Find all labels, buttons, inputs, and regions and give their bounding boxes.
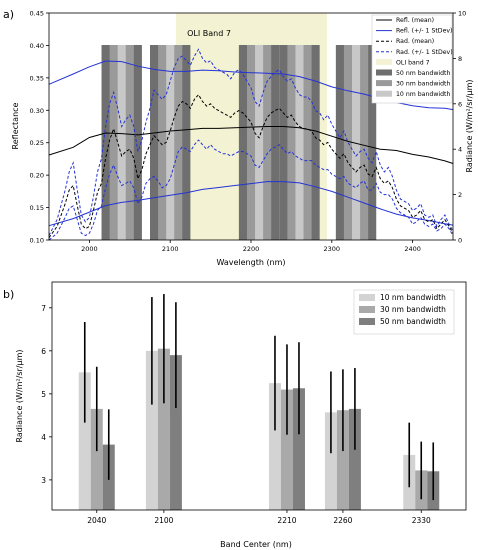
y-axis-label-right-a: Radiance (W/m²/sr/µm) (465, 80, 474, 173)
y-tick-label-a-3: 0.25 (30, 139, 44, 147)
legend-a-label-0: Refl. (mean) (396, 17, 434, 24)
band-2330-10nm (352, 45, 361, 240)
x-tick-label-b-2: 2210 (277, 516, 296, 525)
legend-a-label-7: 10 nm bandwidth (396, 91, 450, 98)
legend-a-swatch-6 (376, 80, 392, 87)
x-tick-label-a-2100: 2100 (162, 245, 179, 253)
series-line-3 (48, 93, 454, 238)
legend-a-swatch-4 (376, 58, 392, 65)
y-axis-label-b: Radiance (W/m²/sr/µm) (15, 350, 24, 443)
x-tick-label-b-0: 2040 (87, 516, 106, 525)
legend-a-label-5: 50 nm bandwidth (396, 70, 450, 77)
y-tick-label-a-0: 0.10 (30, 237, 44, 245)
x-tick-label-b-1: 2100 (154, 516, 173, 525)
band-2040-10nm (117, 45, 126, 240)
bar-2260-2 (348, 408, 361, 510)
chart-b: 2040 2100 2210 2260 2330 3 4 5 6 7 Band Center (n… (15, 281, 467, 549)
y2-tick-label-a-2: 4 (458, 146, 462, 154)
bar-2260-1 (336, 410, 349, 510)
y-tick-label-a-6: 0.40 (30, 42, 44, 50)
series-line-0 (48, 126, 454, 164)
bar-2210-1 (280, 389, 293, 510)
bar-2210-0 (268, 383, 281, 510)
x-axis-label-a: Wavelength (nm) (216, 258, 285, 267)
bar-2040-0 (78, 372, 91, 510)
panel-b-label: b) (3, 288, 14, 301)
bars-b (78, 294, 440, 510)
legend-a-label-1: Refl. (+/- 1 StDev) (396, 28, 452, 35)
legend-a-swatch-5 (376, 69, 392, 76)
bar-2100-0 (145, 350, 158, 510)
legend-b-label-2: 50 nm bandwidth (380, 317, 446, 326)
bandwidth-bars (101, 45, 377, 240)
plot-frame-b (51, 281, 467, 511)
y-tick-label-a-4: 0.30 (30, 107, 44, 115)
y-tick-label-a-5: 0.35 (30, 74, 44, 82)
y-tick-label-b-2: 5 (41, 390, 46, 399)
legend-b-swatch-0 (359, 294, 375, 301)
legend-a-label-4: OLI band 7 (396, 59, 430, 66)
x-tick-label-a-2200: 2200 (243, 245, 260, 253)
legend-a-swatch-7 (376, 90, 392, 97)
legend-a-label-3: Rad. (+/- 1 StDev) (396, 49, 453, 56)
y2-tick-label-a-4: 8 (458, 55, 462, 63)
x-tick-label-a-2400: 2400 (404, 245, 421, 253)
bar-2100-1 (157, 348, 170, 510)
y-tick-label-b-0: 3 (41, 476, 46, 485)
x-tick-label-a-2000: 2000 (81, 245, 98, 253)
y-axis-label-a: Reflectance (11, 102, 20, 149)
bar-2100-2 (169, 355, 182, 510)
legend-b: 10 nm bandwidth 30 nm bandwidth 50 nm band… (353, 289, 455, 335)
panel-a-label: a) (3, 8, 14, 21)
chart-a: 2000 2100 2200 2300 24000.100.150.200.250.30… (11, 10, 474, 268)
legend-a: Refl. (mean) Refl. (+/- 1 StDev) Rad. (mea… (371, 14, 453, 104)
series-line-2 (48, 181, 454, 227)
y2-tick-label-a-3: 6 (458, 100, 462, 108)
x-tick-label-a-2300: 2300 (324, 245, 341, 253)
x-tick-label-b-4: 2330 (412, 516, 431, 525)
y2-tick-label-a-5: 10 (458, 10, 466, 18)
y-tick-label-a-1: 0.15 (30, 204, 44, 212)
legend-b-swatch-2 (359, 318, 375, 325)
y2-tick-label-a-0: 0 (458, 237, 462, 245)
y-tick-label-b-3: 6 (41, 347, 46, 356)
axes-b: 2040 2100 2210 2260 2330 3 4 5 6 7 (41, 304, 431, 525)
band-2210-10nm (255, 45, 264, 240)
y-tick-label-b-1: 4 (41, 433, 46, 442)
band-2260-10nm (295, 45, 304, 240)
bar-2210-2 (292, 388, 305, 510)
legend-b-label-0: 10 nm bandwidth (380, 293, 446, 302)
oli-band-title: OLI Band 7 (187, 29, 231, 38)
y-tick-label-a-2: 0.20 (30, 172, 44, 180)
legend-a-label-2: Rad. (mean) (396, 38, 434, 45)
series-line-4 (48, 48, 454, 236)
band-2100-10nm (166, 45, 175, 240)
bar-2040-1 (90, 408, 103, 510)
y-tick-label-a-7: 0.45 (30, 10, 44, 18)
legend-b-label-1: 30 nm bandwidth (380, 305, 446, 314)
legend-b-swatch-1 (359, 306, 375, 313)
bar-2260-0 (324, 412, 337, 510)
x-axis-label-b: Band Center (nm) (220, 540, 292, 549)
y-tick-label-b-4: 7 (41, 304, 46, 313)
x-tick-label-b-3: 2260 (333, 516, 352, 525)
series-line-5 (48, 139, 454, 241)
axes-a: 2000 2100 2200 2300 24000.100.150.200.250.30… (30, 10, 467, 254)
legend-a-label-6: 30 nm bandwidth (396, 81, 450, 88)
series-lines (48, 48, 454, 241)
y2-tick-label-a-1: 2 (458, 191, 462, 199)
